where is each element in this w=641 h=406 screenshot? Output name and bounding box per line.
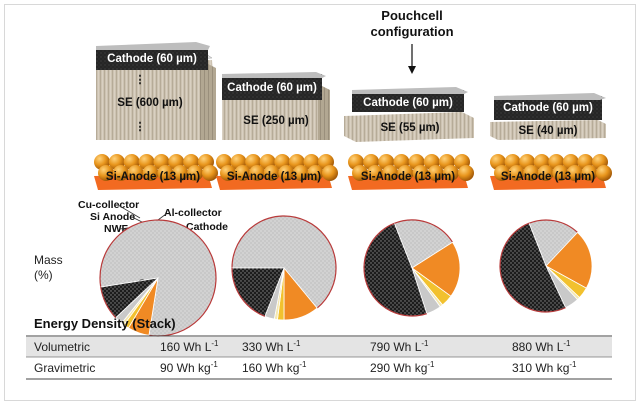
se-label: SE (600 µm) (117, 97, 183, 109)
dots-label: ⋮ (135, 121, 146, 133)
energy-value: 160 Wh kg-1 (242, 360, 307, 375)
mass-pie-1: SE (99, 219, 217, 337)
stack-4: Cathode (60 µm) SE (40 µm) (490, 93, 606, 140)
energy-value: 330 Wh L-1 (242, 339, 301, 354)
se-label: SE (55 µm) (380, 122, 439, 134)
stack-1: Cathode (60 µm) ⋮ SE (600 µm) ⋮ (95, 42, 216, 140)
row-name-volumetric: Volumetric (34, 340, 90, 354)
cathode-label: Cathode (60 µm) (227, 82, 317, 94)
energy-value: 310 Wh kg-1 (512, 360, 577, 375)
anode-label: Si-Anode (13 µm) (106, 171, 200, 183)
cathode-label: Cathode (60 µm) (107, 53, 197, 65)
cathode-layer (222, 74, 322, 100)
figure-frame (4, 4, 636, 401)
mass-pie-3 (363, 219, 461, 317)
mass-pies: SE (99, 215, 593, 337)
row-name-gravimetric: Gravimetric (34, 361, 95, 375)
volumetric-row-bg (26, 337, 612, 357)
energy-value: 790 Wh L-1 (370, 339, 429, 354)
se-label: SE (250 µm) (243, 115, 309, 127)
mass-pie-4 (499, 219, 593, 313)
annotation-line-2: configuration (370, 24, 453, 39)
mass-pie-2 (231, 215, 337, 321)
dots-label: ⋮ (135, 74, 146, 86)
energy-value: 160 Wh L-1 (160, 339, 219, 354)
cu-collector-label: Cu-collector (78, 199, 139, 211)
stack-2: Cathode (60 µm) SE (250 µm) (222, 72, 330, 140)
annotation-line-1: Pouchcell (381, 8, 442, 23)
mass-unit-label: (%) (34, 268, 53, 282)
energy-value: 90 Wh kg-1 (160, 360, 218, 375)
stack-3: Cathode (60 µm) SE (55 µm) (344, 87, 474, 142)
energy-value: 880 Wh L-1 (512, 339, 571, 354)
si-anode-label: Si Anode (90, 211, 135, 223)
anode-block: Si-Anode (13 µm) (490, 154, 612, 190)
anode-block: Si-Anode (13 µm) (94, 154, 218, 190)
mass-label: Mass (34, 253, 63, 267)
cathode-label: Cathode (186, 221, 228, 233)
anode-block: Si-Anode (13 µm) (348, 154, 474, 190)
energy-value: 290 Wh kg-1 (370, 360, 435, 375)
energy-table: Energy Density (Stack) Volumetric 160 Wh … (26, 316, 612, 380)
anode-label: Si-Anode (13 µm) (361, 171, 455, 183)
anode-label: Si-Anode (13 µm) (227, 171, 321, 183)
cathode-layer (352, 90, 464, 112)
cathode-label: Cathode (60 µm) (503, 102, 593, 114)
pie-slice-cu-collector (411, 241, 461, 297)
energy-title: Energy Density (Stack) (34, 316, 176, 331)
pouchcell-annotation: Pouchcell configuration (370, 8, 454, 74)
cathode-label: Cathode (60 µm) (363, 97, 453, 109)
se-label: SE (40 µm) (518, 125, 577, 137)
pie-slice-cu-collector (545, 231, 593, 289)
anode-block: Si-Anode (13 µm) (216, 154, 338, 190)
anode-row: Si-Anode (13 µm) Si-Anode (13 µm) Si-Anode… (94, 154, 612, 190)
al-collector-label: Al-collector (164, 207, 222, 219)
anode-label: Si-Anode (13 µm) (501, 171, 595, 183)
